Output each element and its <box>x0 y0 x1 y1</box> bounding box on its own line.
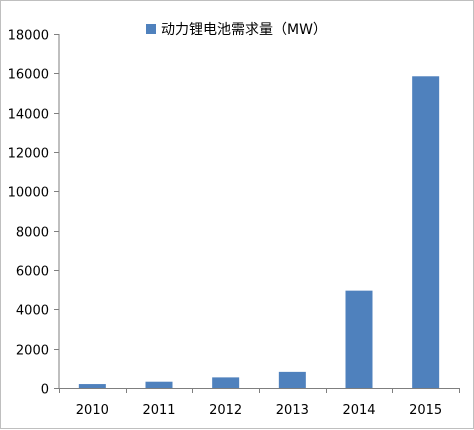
y-tick-label: 8000 <box>16 226 49 241</box>
x-axis: 2010 2011 2012 2013 2014 2015 <box>59 388 460 418</box>
x-tick-label: 2013 <box>276 403 309 418</box>
x-tick-label: 2012 <box>209 403 242 418</box>
y-tick-label: 12000 <box>8 147 49 162</box>
y-tick-label: 6000 <box>16 265 49 280</box>
y-tick-label: 0 <box>41 383 49 398</box>
legend: 动力锂电池需求量（MW） <box>146 22 327 38</box>
bar-2013 <box>278 371 306 388</box>
bar-2015 <box>412 76 440 389</box>
legend-swatch <box>146 24 156 34</box>
bar-2010 <box>78 384 106 388</box>
y-tick-label: 16000 <box>8 68 49 83</box>
bar-2012 <box>212 377 240 388</box>
y-tick-label: 10000 <box>8 186 49 201</box>
bar-2014 <box>345 290 373 388</box>
x-tick-label: 2010 <box>76 403 109 418</box>
x-tick-label: 2015 <box>409 403 442 418</box>
y-tick-label: 18000 <box>8 29 49 44</box>
y-axis: 0 2000 4000 6000 8000 10000 12000 14000 16000 180… <box>8 29 60 398</box>
y-tick-label: 4000 <box>16 304 49 319</box>
x-tick-label: 2014 <box>342 403 375 418</box>
bars <box>78 76 440 389</box>
y-tick-label: 14000 <box>8 108 49 123</box>
legend-label: 动力锂电池需求量（MW） <box>161 22 327 38</box>
y-tick-label: 2000 <box>16 344 49 359</box>
bar-2011 <box>145 381 173 388</box>
x-tick-label: 2011 <box>142 403 175 418</box>
